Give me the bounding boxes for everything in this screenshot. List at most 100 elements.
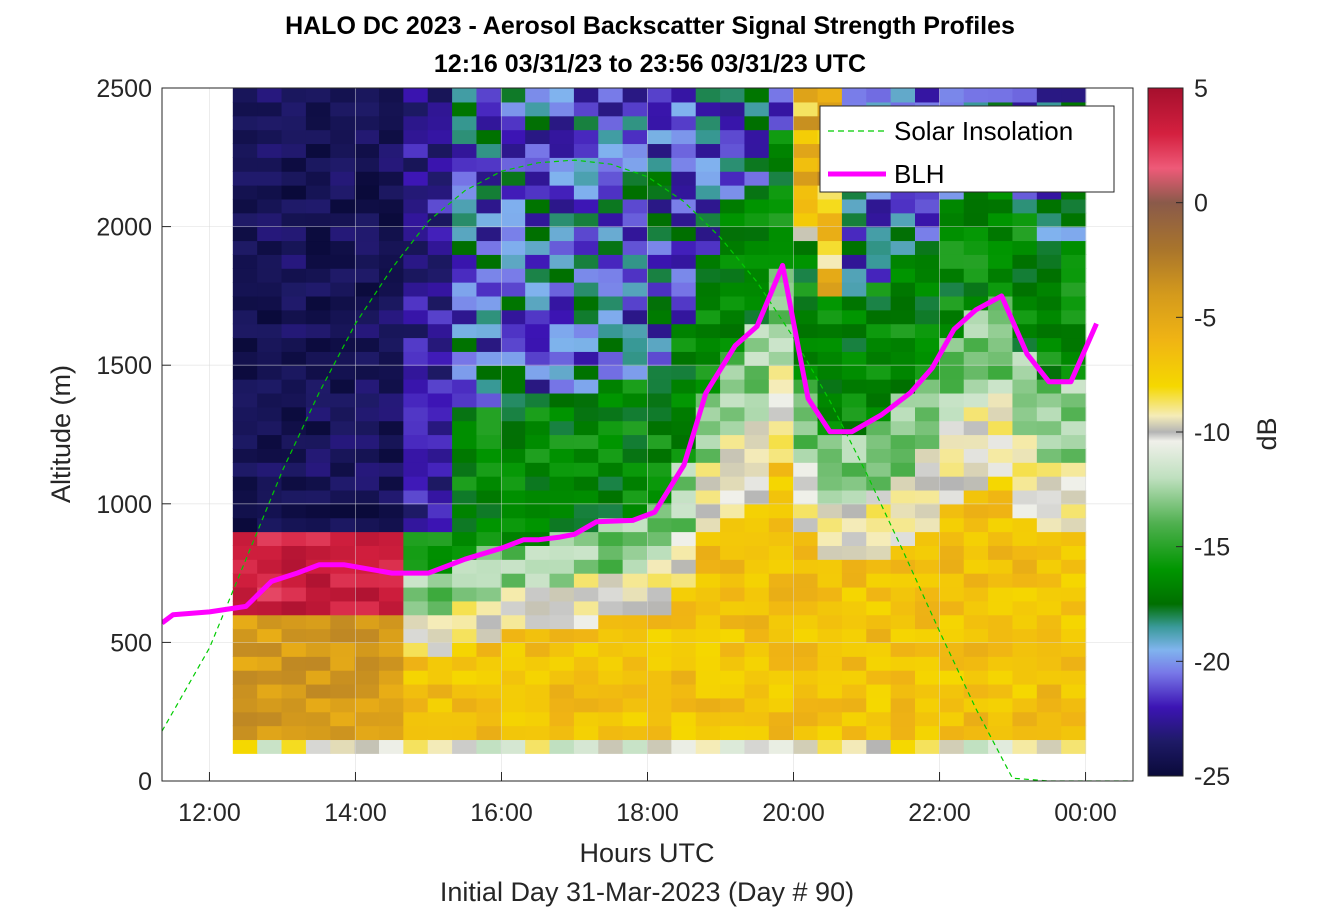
heatmap-cell: [500, 226, 526, 242]
heatmap-cell: [476, 143, 502, 158]
heatmap-cell: [793, 101, 819, 117]
heatmap-cell: [452, 406, 478, 422]
heatmap-cell: [963, 531, 989, 546]
heatmap-cell: [720, 115, 746, 131]
heatmap-cell: [817, 628, 843, 643]
heatmap-cell: [452, 586, 478, 602]
heatmap-cell: [817, 586, 843, 602]
heatmap-cell: [866, 337, 892, 352]
heatmap-cell: [793, 462, 819, 477]
heatmap-cell: [988, 406, 1014, 422]
heatmap-cell: [647, 240, 672, 255]
heatmap-cell: [598, 185, 624, 200]
heatmap-cell: [330, 462, 356, 477]
heatmap-cell: [988, 642, 1014, 657]
heatmap-cell: [330, 129, 356, 145]
heatmap-cell: [427, 337, 453, 352]
heatmap-cell: [403, 503, 429, 519]
heatmap-cell: [257, 559, 283, 574]
heatmap-cell: [379, 434, 404, 449]
heatmap-cell: [622, 531, 648, 546]
heatmap-cell: [647, 614, 672, 630]
heatmap-cell: [744, 268, 770, 283]
heatmap-cell: [890, 379, 916, 394]
heatmap-cell: [963, 739, 989, 754]
heatmap-cell: [647, 143, 672, 158]
heatmap-cell: [890, 476, 916, 491]
heatmap-cell: [281, 295, 307, 311]
heatmap-cell: [622, 88, 648, 103]
heatmap-cell: [817, 545, 843, 560]
heatmap-cell: [525, 282, 551, 297]
heatmap-cell: [793, 476, 819, 491]
heatmap-cell: [354, 628, 380, 643]
y-tick-label: 500: [110, 629, 152, 657]
heatmap-cell: [768, 185, 794, 200]
heatmap-cell: [452, 476, 478, 491]
heatmap-cell: [963, 212, 989, 228]
heatmap-cell: [817, 448, 843, 463]
heatmap-cell: [500, 212, 526, 228]
heatmap-cell: [476, 476, 502, 491]
heatmap-cell: [427, 628, 453, 643]
heatmap-cell: [744, 711, 770, 727]
heatmap-cell: [866, 282, 892, 297]
heatmap-cell: [598, 628, 624, 643]
heatmap-cell: [427, 240, 453, 255]
heatmap-cell: [890, 198, 916, 214]
heatmap-cell: [452, 295, 478, 311]
heatmap-cell: [720, 725, 746, 741]
heatmap-cell: [841, 88, 867, 103]
heatmap-cell: [939, 448, 965, 463]
heatmap-cell: [330, 739, 356, 754]
heatmap-cell: [330, 212, 356, 228]
heatmap-cell: [573, 129, 599, 145]
heatmap-cell: [549, 462, 575, 477]
heatmap-cell: [379, 462, 404, 477]
heatmap-cell: [330, 489, 356, 505]
heatmap-cell: [963, 365, 989, 380]
heatmap-cell: [257, 531, 283, 546]
heatmap-cell: [549, 725, 575, 741]
y-axis-label: Altitude (m): [46, 365, 76, 503]
heatmap-cell: [622, 670, 648, 685]
heatmap-cell: [793, 559, 819, 574]
heatmap-cell: [1012, 697, 1038, 713]
heatmap-cell: [793, 642, 819, 657]
heatmap-cell: [354, 88, 380, 103]
heatmap-cell: [598, 670, 624, 685]
colorbar-label: dB: [1252, 417, 1282, 450]
heatmap-cell: [257, 171, 283, 186]
heatmap-cell: [281, 600, 307, 616]
heatmap-cell: [768, 642, 794, 657]
heatmap-cell: [573, 88, 599, 103]
heatmap-cell: [744, 545, 770, 560]
heatmap-cell: [915, 573, 940, 588]
heatmap-cell: [500, 503, 526, 519]
heatmap-cell: [573, 198, 599, 214]
heatmap-cell: [232, 282, 258, 297]
heatmap-cell: [647, 323, 672, 339]
heatmap-cell: [671, 365, 697, 380]
heatmap-cell: [866, 365, 892, 380]
heatmap-cell: [622, 697, 648, 713]
heatmap-cell: [403, 365, 429, 380]
heatmap-cell: [695, 268, 721, 283]
heatmap-cell: [500, 462, 526, 477]
heatmap-cell: [720, 88, 746, 103]
heatmap-cell: [939, 642, 965, 657]
heatmap-cell: [866, 586, 892, 602]
heatmap-cell: [890, 420, 916, 436]
heatmap-cell: [890, 295, 916, 311]
heatmap-cell: [890, 337, 916, 352]
heatmap-cell: [403, 462, 429, 477]
heatmap-cell: [598, 489, 624, 505]
heatmap-cell: [476, 115, 502, 131]
heatmap-cell: [1036, 351, 1062, 366]
heatmap-cell: [257, 365, 283, 380]
heatmap-cell: [354, 157, 380, 172]
heatmap-cell: [647, 476, 672, 491]
heatmap-cell: [890, 434, 916, 449]
heatmap-cell: [720, 656, 746, 671]
heatmap-cell: [379, 198, 404, 214]
